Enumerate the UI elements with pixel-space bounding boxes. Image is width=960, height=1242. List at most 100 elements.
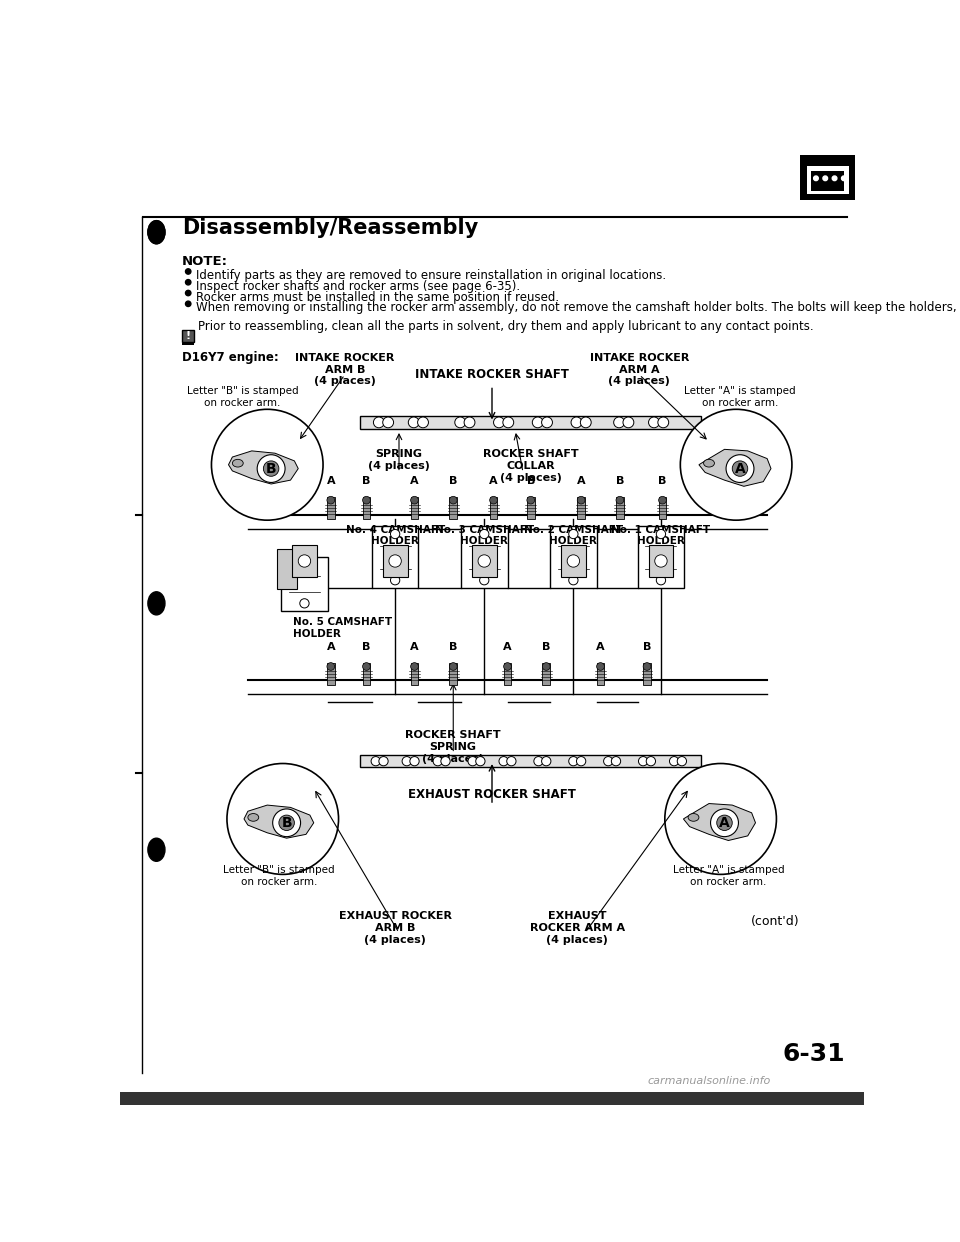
- Text: Prior to reassembling, clean all the parts in solvent, dry them and apply lubric: Prior to reassembling, clean all the par…: [199, 320, 814, 333]
- FancyBboxPatch shape: [411, 497, 419, 519]
- Text: B: B: [449, 642, 457, 652]
- Circle shape: [455, 417, 466, 427]
- FancyBboxPatch shape: [411, 663, 419, 684]
- Text: B: B: [643, 642, 651, 652]
- FancyBboxPatch shape: [182, 330, 194, 343]
- Text: B: B: [659, 476, 666, 487]
- FancyBboxPatch shape: [360, 755, 701, 768]
- Text: B: B: [281, 816, 292, 830]
- Circle shape: [623, 417, 634, 427]
- Circle shape: [389, 555, 401, 568]
- Circle shape: [464, 417, 475, 427]
- Circle shape: [300, 599, 309, 609]
- Circle shape: [441, 756, 450, 766]
- Text: Letter "A" is stamped
on rocker arm.: Letter "A" is stamped on rocker arm.: [684, 386, 796, 407]
- Circle shape: [717, 815, 732, 831]
- FancyBboxPatch shape: [649, 545, 673, 578]
- Text: No. 4 CAMSHAFT
HOLDER: No. 4 CAMSHAFT HOLDER: [346, 525, 444, 546]
- Circle shape: [842, 176, 846, 180]
- Circle shape: [418, 417, 428, 427]
- FancyBboxPatch shape: [550, 527, 596, 587]
- Text: Letter "A" is stamped
on rocker arm.: Letter "A" is stamped on rocker arm.: [673, 866, 784, 887]
- FancyBboxPatch shape: [527, 497, 535, 519]
- FancyBboxPatch shape: [461, 527, 508, 587]
- Text: A: A: [326, 476, 335, 487]
- Circle shape: [499, 756, 508, 766]
- Circle shape: [504, 663, 512, 671]
- Circle shape: [616, 497, 624, 504]
- Text: (cont'd): (cont'd): [751, 915, 799, 928]
- Text: ROCKER SHAFT
SPRING
(4 places): ROCKER SHAFT SPRING (4 places): [405, 730, 501, 764]
- Text: B: B: [527, 476, 535, 487]
- Circle shape: [299, 555, 311, 568]
- Text: Identify parts as they are removed to ensure reinstallation in original location: Identify parts as they are removed to en…: [196, 270, 666, 282]
- Text: A: A: [410, 476, 419, 487]
- FancyBboxPatch shape: [637, 527, 684, 587]
- Circle shape: [363, 663, 371, 671]
- Circle shape: [541, 417, 552, 427]
- Circle shape: [490, 497, 497, 504]
- Circle shape: [185, 291, 191, 296]
- Text: Inspect rocker shafts and rocker arms (see page 6-35).: Inspect rocker shafts and rocker arms (s…: [196, 279, 520, 293]
- Circle shape: [327, 497, 335, 504]
- Circle shape: [568, 529, 578, 539]
- Text: EXHAUST ROCKER
ARM B
(4 places): EXHAUST ROCKER ARM B (4 places): [339, 912, 451, 944]
- Text: No. 3 CAMSHAFT
HOLDER: No. 3 CAMSHAFT HOLDER: [435, 525, 534, 546]
- Text: No. 5 CAMSHAFT
HOLDER: No. 5 CAMSHAFT HOLDER: [293, 617, 392, 638]
- Ellipse shape: [688, 814, 699, 821]
- Text: A: A: [734, 462, 745, 476]
- FancyBboxPatch shape: [561, 545, 586, 578]
- FancyBboxPatch shape: [327, 497, 335, 519]
- FancyBboxPatch shape: [363, 497, 371, 519]
- FancyBboxPatch shape: [449, 663, 457, 684]
- Ellipse shape: [248, 814, 259, 821]
- FancyBboxPatch shape: [327, 663, 335, 684]
- Circle shape: [534, 756, 543, 766]
- Text: EXHAUST
ROCKER ARM A
(4 places): EXHAUST ROCKER ARM A (4 places): [530, 912, 625, 944]
- Circle shape: [211, 410, 324, 520]
- Circle shape: [659, 497, 666, 504]
- Text: INTAKE ROCKER
ARM A
(4 places): INTAKE ROCKER ARM A (4 places): [589, 353, 689, 386]
- Circle shape: [278, 815, 295, 831]
- Circle shape: [649, 417, 660, 427]
- Circle shape: [638, 756, 648, 766]
- Circle shape: [613, 417, 625, 427]
- Circle shape: [391, 529, 399, 539]
- Text: INTAKE ROCKER
ARM B
(4 places): INTAKE ROCKER ARM B (4 places): [295, 353, 395, 386]
- Circle shape: [363, 497, 371, 504]
- FancyBboxPatch shape: [504, 663, 512, 684]
- Circle shape: [658, 417, 669, 427]
- FancyBboxPatch shape: [659, 497, 666, 519]
- Circle shape: [655, 555, 667, 568]
- Circle shape: [449, 497, 457, 504]
- FancyBboxPatch shape: [383, 545, 408, 578]
- Circle shape: [410, 756, 420, 766]
- Text: B: B: [362, 642, 371, 652]
- Circle shape: [185, 301, 191, 307]
- Circle shape: [383, 417, 394, 427]
- Polygon shape: [244, 805, 314, 838]
- Circle shape: [411, 497, 419, 504]
- Circle shape: [657, 575, 665, 585]
- Circle shape: [710, 809, 738, 837]
- Circle shape: [476, 756, 485, 766]
- Circle shape: [273, 809, 300, 837]
- FancyBboxPatch shape: [449, 497, 457, 519]
- Circle shape: [532, 417, 543, 427]
- Text: A: A: [490, 476, 498, 487]
- Text: A: A: [577, 476, 586, 487]
- Circle shape: [832, 176, 837, 180]
- Text: When removing or installing the rocker arm assembly, do not remove the camshaft : When removing or installing the rocker a…: [196, 302, 960, 314]
- Circle shape: [373, 417, 384, 427]
- Circle shape: [571, 417, 582, 427]
- Circle shape: [257, 455, 285, 482]
- Text: B: B: [615, 476, 624, 487]
- FancyBboxPatch shape: [360, 416, 701, 428]
- Circle shape: [581, 417, 591, 427]
- Circle shape: [449, 663, 457, 671]
- Circle shape: [657, 529, 665, 539]
- Polygon shape: [684, 804, 756, 841]
- Text: ROCKER SHAFT
COLLAR
(4 places): ROCKER SHAFT COLLAR (4 places): [483, 450, 579, 483]
- Circle shape: [433, 756, 443, 766]
- FancyBboxPatch shape: [811, 170, 844, 190]
